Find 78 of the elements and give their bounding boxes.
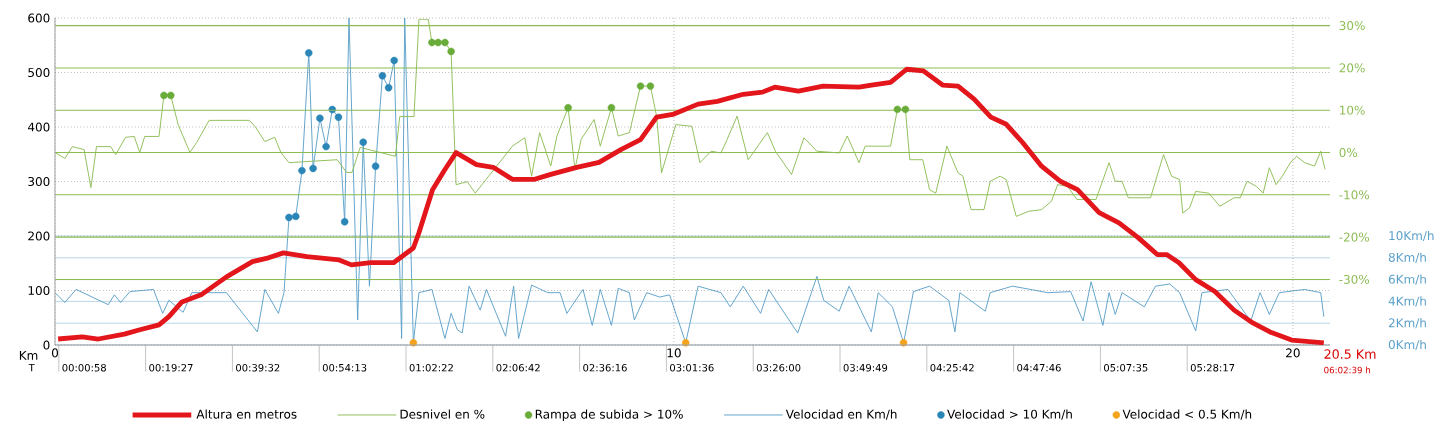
legend-label: Velocidad < 0.5 Km/h (1122, 409, 1252, 420)
text: 05:07:35 (1104, 363, 1148, 372)
legend-label: Velocidad en Km/h (785, 409, 897, 420)
point (328, 105, 337, 114)
point (899, 339, 908, 347)
text: 00:19:27 (149, 363, 193, 372)
y-tick-label: 0 (43, 340, 50, 350)
text: 03:01:36 (670, 363, 714, 372)
x-axis-title: Km (19, 351, 38, 360)
y3-tick-label: 2Km/h (1388, 318, 1426, 329)
text: 02:06:42 (496, 363, 540, 372)
point (298, 166, 306, 175)
legend-label: Altura en metros (196, 409, 297, 419)
legend-label: Rampa de subida > 10% (535, 409, 683, 422)
y2-tick-label: 20% (1339, 63, 1365, 73)
point (441, 38, 449, 47)
point (285, 213, 293, 222)
legend-label: Velocidad > 10 Km/h (947, 409, 1072, 420)
y-tick-label: 300 (28, 176, 50, 187)
text: 01:02:22 (409, 363, 453, 372)
x-tick-label: 10 (667, 348, 681, 358)
y2-tick-label: -30% (1339, 274, 1370, 284)
y3-tick-label: 6Km/h (1388, 274, 1426, 285)
legend-label: Desnivel en % (400, 409, 485, 419)
point (305, 49, 313, 57)
y2-tick-label: 30% (1339, 21, 1365, 31)
point (409, 339, 418, 347)
y3-tick-label: 4Km/h (1388, 296, 1426, 307)
point (390, 56, 398, 65)
point (322, 142, 330, 151)
y-tick-label: 200 (28, 231, 50, 241)
text: 00:00:58 (62, 363, 106, 372)
point (309, 164, 317, 173)
text: 03:26:00 (756, 363, 801, 372)
point (316, 114, 324, 123)
point (681, 339, 690, 347)
point (384, 84, 393, 92)
text: 04:25:42 (930, 363, 974, 372)
text: 05:28:17 (1190, 363, 1235, 372)
y-tick-label: 500 (28, 67, 50, 78)
point (428, 38, 436, 47)
x-tick-label: 20 (1286, 348, 1300, 358)
point (292, 212, 300, 221)
point (167, 91, 175, 100)
y2-tick-label: -10% (1339, 190, 1370, 200)
y2-tick-label: -20% (1339, 232, 1370, 242)
point (434, 38, 442, 47)
y2-tick-label: 0% (1339, 147, 1358, 158)
y2-tick-label: 10% (1340, 105, 1365, 115)
point (371, 162, 380, 170)
point (893, 105, 902, 114)
point (340, 218, 349, 226)
point (636, 82, 645, 90)
line-series (55, 66, 1327, 345)
text: 02:36:16 (583, 363, 627, 372)
y3-tick-label: 0Km/h (1388, 339, 1426, 351)
point (378, 72, 387, 80)
text: 20.5 Km (1324, 349, 1376, 359)
y-tick-label: 600 (28, 13, 50, 23)
point (334, 113, 343, 121)
text: 03:49:49 (843, 363, 888, 372)
text: T (28, 363, 35, 372)
point (160, 91, 168, 100)
point (447, 47, 455, 56)
point (901, 105, 910, 114)
y-tick-label: 400 (27, 122, 50, 132)
y3-tick-label: 8Km/h (1388, 252, 1426, 263)
text: 06:02:39 h (1324, 366, 1371, 374)
point (607, 103, 616, 112)
y3-tick-label: 10Km/h (1389, 230, 1434, 242)
text: 00:54:13 (322, 363, 367, 372)
point (564, 103, 572, 112)
point (359, 138, 367, 146)
text: 04:47:46 (1017, 363, 1061, 372)
text: 00:39:32 (236, 363, 280, 372)
y-tick-label: 100 (28, 285, 50, 296)
x-tick-label: 0 (51, 348, 59, 358)
point (646, 82, 655, 90)
